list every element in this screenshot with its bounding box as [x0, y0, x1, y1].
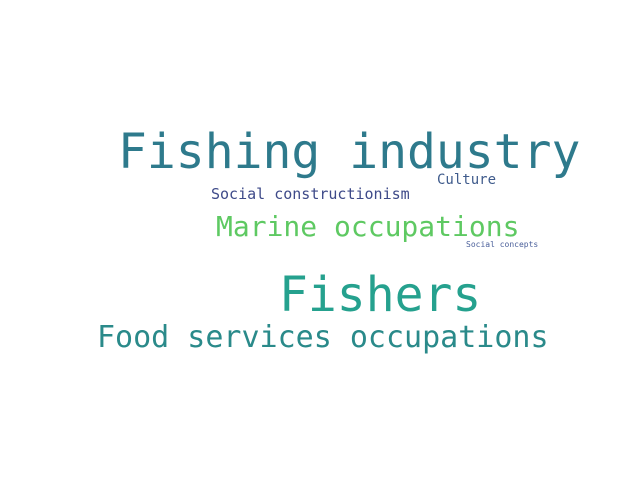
word-fishing-industry: Fishing industry: [118, 124, 581, 180]
word-marine-occupations: Marine occupations: [216, 210, 520, 243]
word-food-services-occupations: Food services occupations: [97, 320, 549, 355]
word-fishers: Fishers: [279, 267, 482, 323]
word-social-constructionism: Social constructionism: [211, 185, 410, 203]
word-culture: Culture: [437, 172, 497, 188]
word-social-concepts: Social concepts: [466, 240, 539, 249]
